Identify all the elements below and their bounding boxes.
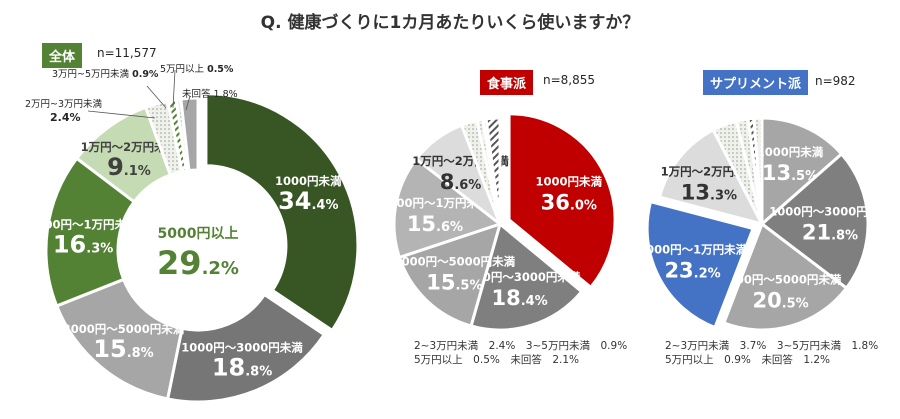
slice-value: 13.3% (681, 181, 737, 205)
legend-line: 2~3万円未満 2.4% 3~5万円未満 0.9% (414, 340, 628, 352)
center-label: 5000円以上 (158, 226, 239, 242)
legend-line: 5万円以上 0.5% 未回答 2.1% (414, 354, 580, 366)
slice-label: 1000円〜3000円未満 (181, 340, 303, 354)
pie-slice (657, 127, 765, 227)
pie-slice (759, 151, 870, 291)
ext-value-2-3man: 2.4% (50, 111, 81, 124)
pie-chart-1: 1000円未満 36.0% 1000円〜3000円未満 18.4% 3000円〜5000… (380, 112, 617, 332)
slice-label: 3000円〜5000円未満 (63, 322, 185, 336)
legend-line: 2~3万円未満 3.7% 3~5万円未満 1.8% (665, 340, 879, 352)
slice-label: 5000円〜1万円未満 (29, 217, 139, 231)
leader-lines (87, 69, 191, 119)
pie-slice (645, 199, 756, 330)
ext-label-noanswer: 未回答 1.8% (182, 89, 238, 100)
slice-value: 23.2% (664, 259, 720, 283)
pie-slice (44, 156, 137, 308)
slice-value: 15.6% (407, 212, 463, 236)
pie-slice (760, 116, 844, 228)
slice-label: 1000円未満 (275, 174, 342, 188)
badge-diet: 食事派 (480, 70, 534, 95)
ext-label-3-5man: 3万円~5万円未満 0.9% (52, 69, 159, 80)
pie-slice (204, 92, 360, 333)
pie-slice (721, 221, 849, 332)
slice-value: 18.8% (212, 353, 272, 381)
pie-slice (165, 292, 327, 404)
slice-label: 3000円〜5000円未満 (394, 255, 516, 269)
badge-overall: 全体 (42, 43, 83, 68)
slice-value: 21.8% (802, 221, 858, 245)
ext-label-2-3man: 2万円~3万円未満 (25, 99, 103, 110)
slice-label: 1000円〜3000円未満 (459, 270, 581, 284)
ext-label-5man: 5万円以上 0.5% (160, 64, 234, 75)
slice-value: 16.3% (53, 230, 113, 258)
center-value: 29.2% (157, 244, 239, 282)
legend-supplement: 2~3万円未満 3.7% 3~5万円未満 1.8% 5万円以上 0.9% 未回答… (665, 339, 878, 367)
n-diet: n=8,855 (543, 73, 596, 87)
slice-label: 1万円〜2万円未満 (81, 140, 178, 154)
slice-value: 13.5% (762, 161, 818, 185)
pie-slice (392, 156, 504, 260)
slice-label: 1000円未満 (536, 175, 603, 189)
pie-chart-2: 1000円未満 13.5% 1000円〜3000円未満 21.8% 3000円〜5000… (638, 116, 891, 332)
slice-label: 5000円〜1万円未満 (638, 243, 748, 257)
slice-label: 1000円〜3000円未満 (769, 205, 891, 219)
slice-label: 1000円未満 (757, 145, 824, 159)
slice-value: 9.1% (107, 153, 151, 181)
n-overall: n=11,577 (97, 46, 157, 60)
pie-slice (484, 116, 502, 225)
badge-supplement: サプリメント派 (703, 70, 809, 95)
slice-value: 34.4% (278, 187, 338, 215)
slice-value: 15.5% (426, 271, 482, 295)
pie-slice (752, 116, 764, 225)
legend-line: 5万円以上 0.9% 未回答 1.2% (665, 354, 831, 366)
pie-slice (179, 96, 200, 173)
legend-diet: 2~3万円未満 2.4% 3~5万円未満 0.9% 5万円以上 0.5% 未回答… (414, 339, 627, 367)
slice-value: 20.5% (752, 288, 808, 312)
pie-slice (507, 112, 617, 290)
pie-slice (469, 221, 584, 332)
slice-value: 18.4% (491, 286, 547, 310)
slice-value: 36.0% (541, 191, 597, 215)
slice-value: 8.6% (440, 170, 482, 194)
slice-label: 5000円〜1万円未満 (380, 196, 490, 210)
slice-label: 3000円〜5000円未満 (720, 272, 842, 286)
n-supplement: n=982 (815, 74, 856, 88)
slice-value: 15.8% (93, 335, 153, 363)
chart-title: Q. 健康づくりに1カ月あたりいくら使いますか？ (260, 13, 640, 33)
